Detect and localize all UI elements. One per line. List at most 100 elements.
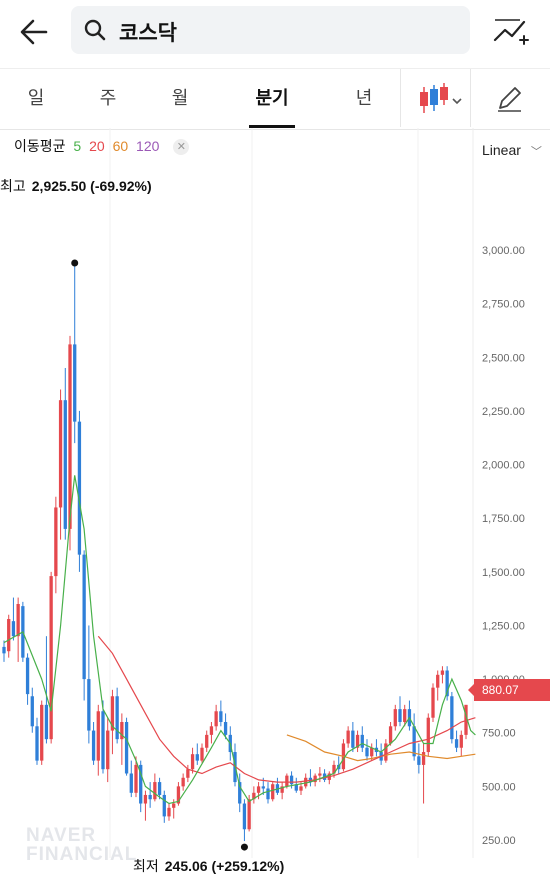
candle xyxy=(181,777,185,787)
candle xyxy=(35,726,39,761)
candle xyxy=(68,344,72,529)
candle xyxy=(294,784,298,791)
candle xyxy=(44,704,49,740)
scale-selector[interactable]: Linear ﹀ xyxy=(482,142,542,159)
candle xyxy=(426,717,430,753)
back-arrow-icon[interactable] xyxy=(14,12,54,52)
ma5-line xyxy=(3,475,476,805)
search-box[interactable]: 코스닥 xyxy=(71,6,470,54)
candle xyxy=(299,786,303,791)
y-tick-label: 2,750.00 xyxy=(482,299,525,311)
ma-title: 이동평균 xyxy=(14,138,66,154)
candle xyxy=(332,764,336,774)
tab-day[interactable]: 일 xyxy=(27,88,45,108)
low-label-title: 최저 xyxy=(133,858,159,874)
y-tick-label: 500.00 xyxy=(482,781,516,793)
candle xyxy=(120,722,124,740)
candle xyxy=(238,782,242,804)
candle xyxy=(82,554,86,680)
y-tick-label: 750.00 xyxy=(482,728,516,740)
candle xyxy=(186,769,190,778)
close-icon[interactable]: ✕ xyxy=(173,139,190,156)
candle xyxy=(464,704,468,735)
scale-label: Linear xyxy=(482,142,521,158)
candle xyxy=(398,709,402,722)
candle xyxy=(129,773,133,793)
candle xyxy=(417,756,421,765)
candle xyxy=(54,507,58,577)
candle xyxy=(115,696,119,740)
candle xyxy=(247,799,251,830)
candle xyxy=(223,722,228,735)
candle xyxy=(393,709,397,727)
tab-quarter[interactable]: 분기 xyxy=(249,69,295,128)
candle xyxy=(162,794,166,817)
candle xyxy=(134,764,138,793)
candle xyxy=(355,734,360,748)
candle xyxy=(403,709,407,722)
y-tick-label: 2,250.00 xyxy=(482,406,525,418)
ma-120: 120 xyxy=(136,138,160,154)
candle xyxy=(459,734,463,748)
tab-month[interactable]: 월 xyxy=(171,88,189,108)
candle xyxy=(440,670,445,675)
candle xyxy=(205,734,209,748)
candle xyxy=(261,786,265,789)
compare-chart-icon[interactable] xyxy=(490,12,530,52)
watermark-line: FINANCIAL xyxy=(26,844,138,865)
candle xyxy=(318,773,322,776)
moving-average-legend: 이동평균 5 20 60 120 ✕ xyxy=(14,136,193,156)
candlestick-type-icon[interactable] xyxy=(412,79,468,119)
candle xyxy=(256,786,261,793)
candle xyxy=(96,711,100,761)
candle xyxy=(25,657,30,695)
candle xyxy=(172,803,176,808)
candle xyxy=(384,743,388,761)
y-tick-label: 1,250.00 xyxy=(482,620,525,632)
search-query: 코스닥 xyxy=(119,22,177,45)
high-label: 최고 2,925.50 (-69.92%) xyxy=(0,176,152,196)
low-value: 245.06 (+259.12%) xyxy=(164,858,285,874)
tab-week[interactable]: 주 xyxy=(99,88,117,108)
candle xyxy=(214,711,218,727)
candle xyxy=(167,807,171,817)
candle xyxy=(289,775,294,785)
candle xyxy=(110,696,115,731)
candle xyxy=(421,752,426,765)
period-tabs: 일 주 월 분기 년 xyxy=(0,68,550,130)
candle xyxy=(101,711,105,770)
chevron-down-icon: ﹀ xyxy=(530,146,542,158)
candle xyxy=(445,670,449,697)
candle xyxy=(313,775,317,783)
candle xyxy=(200,747,204,761)
y-tick-label: 1,750.00 xyxy=(482,513,525,525)
candle xyxy=(388,726,393,744)
price-chart[interactable]: 3,000.00 2,750.00 2,500.00 2,250.00 2,000.00… xyxy=(0,128,550,858)
top-bar: 코스닥 xyxy=(0,0,550,68)
candle xyxy=(360,734,364,748)
watermark-line: NAVER xyxy=(26,825,97,846)
candle xyxy=(7,619,11,652)
y-tick-label: 3,000.00 xyxy=(482,245,525,257)
candle xyxy=(304,777,308,787)
candle xyxy=(412,726,416,757)
candle xyxy=(157,782,162,795)
tab-divider xyxy=(470,69,471,127)
ma-60: 60 xyxy=(112,138,129,154)
candle xyxy=(40,704,44,761)
y-tick-label: 2,000.00 xyxy=(482,460,525,472)
pencil-icon[interactable] xyxy=(490,81,528,117)
tab-year[interactable]: 년 xyxy=(355,88,373,108)
candle xyxy=(219,711,223,722)
candle xyxy=(87,679,91,731)
current-price-tag: 880.07 xyxy=(468,679,550,701)
tab-divider xyxy=(400,69,401,127)
low-label: 최저 245.06 (+259.12%) xyxy=(133,856,284,876)
candle xyxy=(280,786,284,793)
candle xyxy=(190,754,195,770)
ma20-line xyxy=(97,635,476,783)
candle xyxy=(124,722,129,774)
y-tick-label: 2,500.00 xyxy=(482,352,525,364)
ma-20: 20 xyxy=(89,138,105,154)
candle xyxy=(139,764,143,804)
